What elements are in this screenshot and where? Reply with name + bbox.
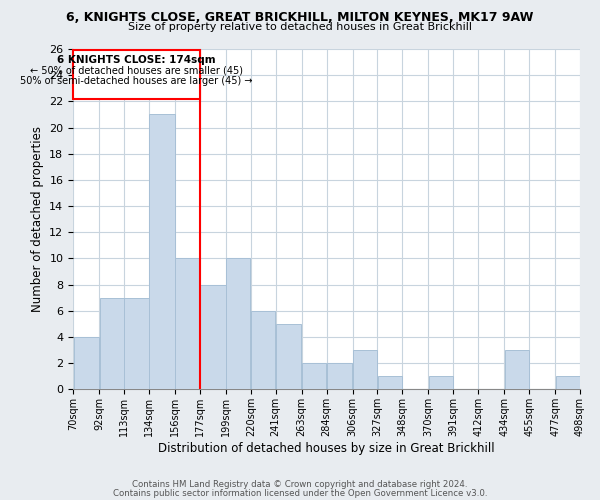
Bar bbox=[200, 284, 226, 390]
FancyBboxPatch shape bbox=[73, 50, 200, 99]
Text: 50% of semi-detached houses are larger (45) →: 50% of semi-detached houses are larger (… bbox=[20, 76, 253, 86]
Bar bbox=[505, 350, 529, 390]
Bar bbox=[226, 258, 250, 390]
Bar bbox=[429, 376, 453, 390]
Text: 6, KNIGHTS CLOSE, GREAT BRICKHILL, MILTON KEYNES, MK17 9AW: 6, KNIGHTS CLOSE, GREAT BRICKHILL, MILTO… bbox=[67, 11, 533, 24]
Bar bbox=[124, 298, 149, 390]
Bar bbox=[251, 311, 275, 390]
X-axis label: Distribution of detached houses by size in Great Brickhill: Distribution of detached houses by size … bbox=[158, 442, 495, 455]
Bar bbox=[149, 114, 175, 390]
Bar bbox=[302, 363, 326, 390]
Bar bbox=[100, 298, 124, 390]
Bar bbox=[327, 363, 352, 390]
Bar bbox=[74, 337, 99, 390]
Text: Size of property relative to detached houses in Great Brickhill: Size of property relative to detached ho… bbox=[128, 22, 472, 32]
Text: Contains public sector information licensed under the Open Government Licence v3: Contains public sector information licen… bbox=[113, 488, 487, 498]
Text: Contains HM Land Registry data © Crown copyright and database right 2024.: Contains HM Land Registry data © Crown c… bbox=[132, 480, 468, 489]
Bar bbox=[175, 258, 199, 390]
Y-axis label: Number of detached properties: Number of detached properties bbox=[31, 126, 44, 312]
Bar bbox=[276, 324, 301, 390]
Text: ← 50% of detached houses are smaller (45): ← 50% of detached houses are smaller (45… bbox=[30, 66, 243, 76]
Text: 6 KNIGHTS CLOSE: 174sqm: 6 KNIGHTS CLOSE: 174sqm bbox=[57, 55, 216, 65]
Bar bbox=[556, 376, 580, 390]
Bar bbox=[378, 376, 402, 390]
Bar bbox=[353, 350, 377, 390]
